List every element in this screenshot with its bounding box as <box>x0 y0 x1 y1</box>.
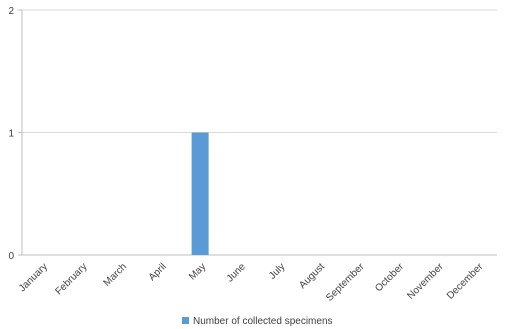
x-tick-label: November <box>405 261 446 302</box>
y-tick-label: 2 <box>8 6 14 17</box>
y-tick-labels: 0 1 2 <box>8 6 14 262</box>
x-tick-labels: January February March April May June July Augu… <box>17 261 486 304</box>
x-tick-label: May <box>187 261 208 282</box>
x-tick-label: March <box>102 261 129 288</box>
x-tick-label: December <box>445 261 486 302</box>
x-tick-label: June <box>225 261 248 284</box>
bar-may <box>191 132 209 255</box>
bars <box>191 132 209 255</box>
legend: Number of collected specimens <box>182 316 333 327</box>
x-tick-label: January <box>17 261 50 294</box>
y-tick-label: 0 <box>8 251 14 262</box>
x-tick-label: April <box>147 261 169 283</box>
gridlines <box>22 9 497 133</box>
x-tick-label: August <box>297 261 327 291</box>
axes <box>18 9 497 256</box>
legend-label: Number of collected specimens <box>193 316 333 327</box>
x-tick-label: July <box>267 261 287 281</box>
x-tick-label: February <box>53 261 89 297</box>
legend-swatch <box>182 317 189 324</box>
y-tick-label: 1 <box>8 129 14 140</box>
x-tick-label: September <box>324 261 367 304</box>
x-tick-label: October <box>373 261 406 294</box>
